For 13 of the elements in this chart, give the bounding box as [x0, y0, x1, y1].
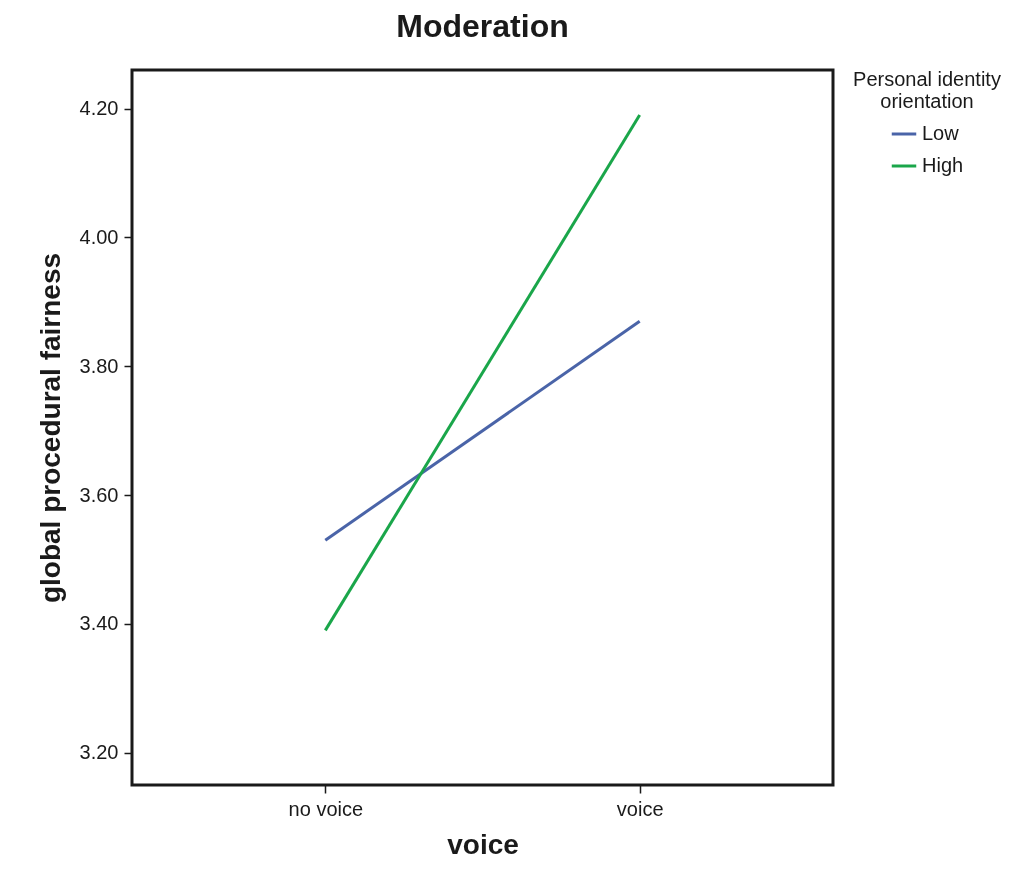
y-tick-label: 4.20	[79, 97, 119, 120]
y-tick-label: 3.40	[79, 612, 119, 635]
y-tick-label: 3.20	[79, 741, 119, 764]
y-tick-label: 4.00	[79, 225, 119, 248]
x-tick-label: no voice	[288, 797, 364, 820]
chart-title: Moderation	[396, 8, 569, 44]
legend-title: Personal identity orientation	[853, 68, 1001, 112]
legend-label: Low	[922, 122, 960, 144]
legend-label: High	[922, 154, 964, 176]
y-tick-label: 3.80	[79, 354, 119, 377]
y-axis-title: global procedural fairness	[34, 252, 66, 604]
x-axis-title: voice	[447, 828, 519, 860]
y-tick-label: 3.60	[79, 483, 119, 506]
